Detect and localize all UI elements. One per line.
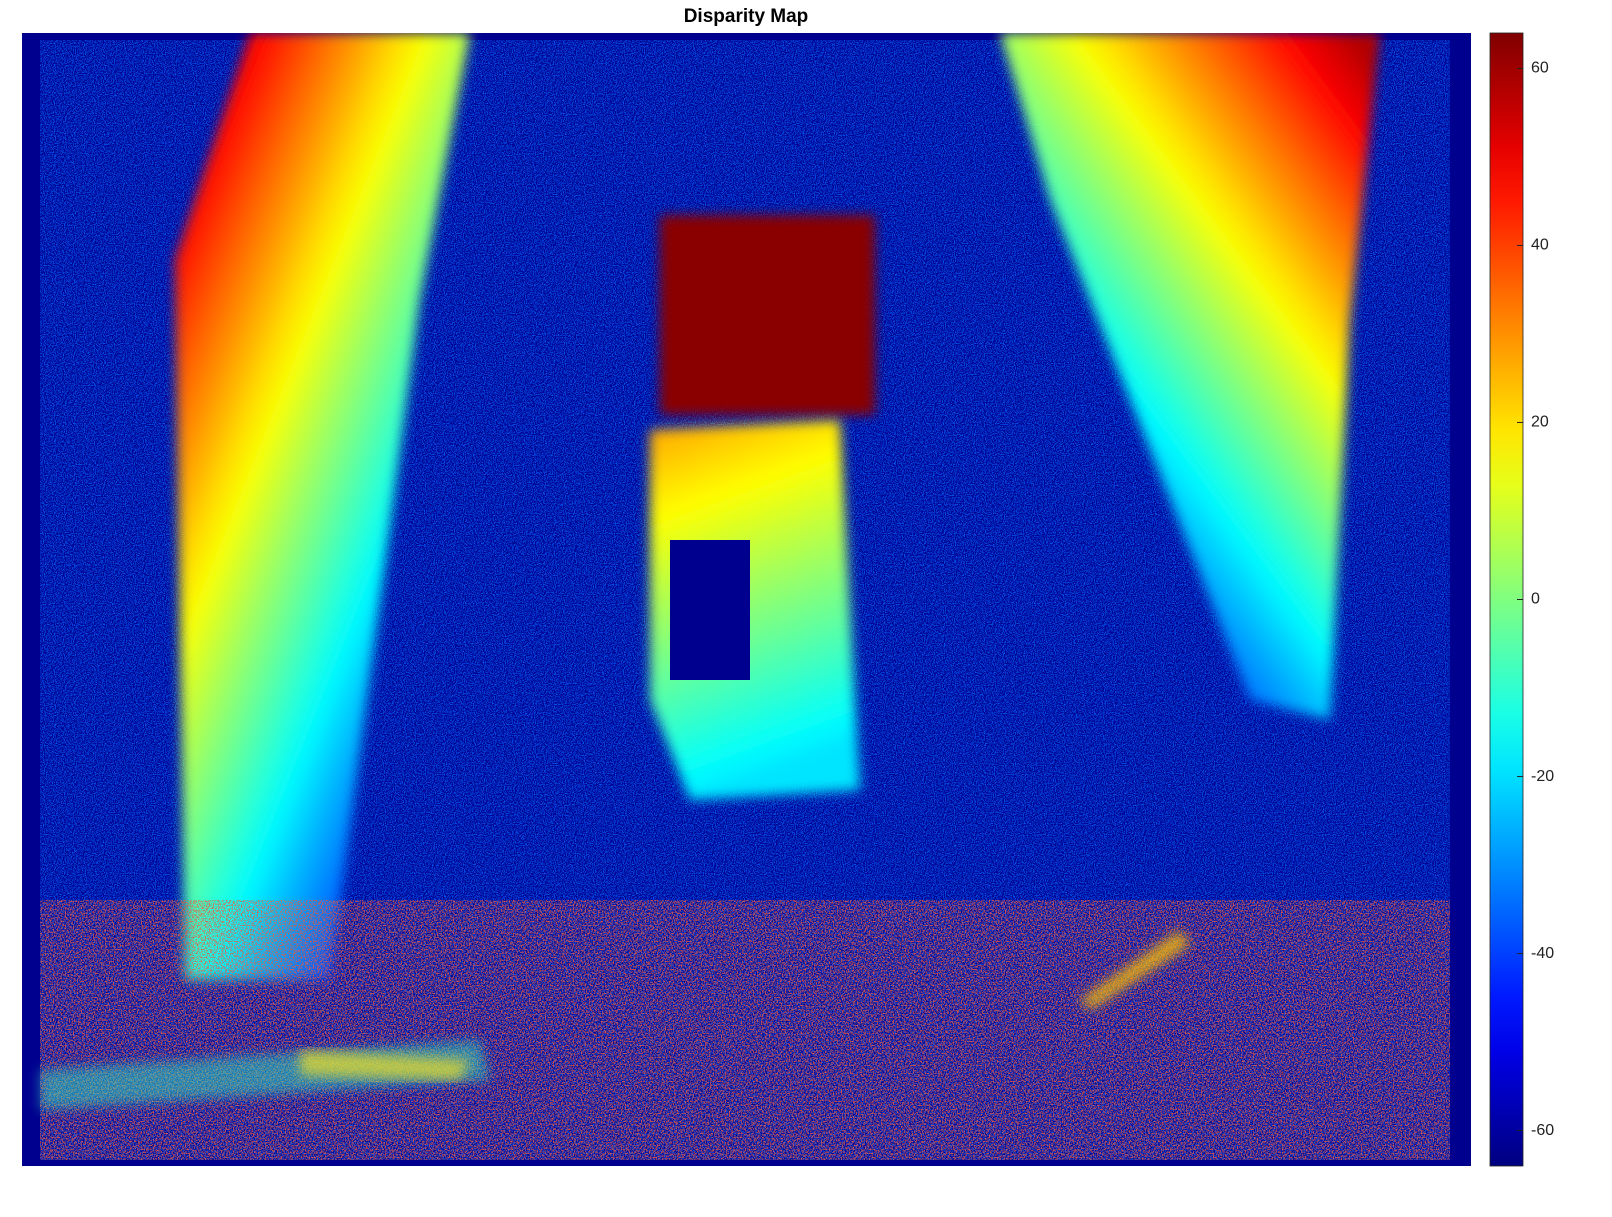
colorbar-tick-label: 0 [1531, 591, 1540, 608]
colorbar-tick-label: 60 [1531, 60, 1549, 77]
left-band [175, 33, 470, 980]
door-window [670, 540, 750, 680]
colorbar-tick-label: -40 [1531, 945, 1554, 962]
floor-streak [300, 1050, 470, 1080]
door-top [660, 215, 875, 415]
colorbar-tick-label: -20 [1531, 768, 1554, 785]
disparity-image [22, 33, 1471, 1166]
floor-texture [40, 900, 1450, 1160]
floor-streak [1080, 930, 1190, 1010]
colorbar-tick-label: 20 [1531, 414, 1549, 431]
right-band [1000, 33, 1380, 720]
colorbar-tick-label: -60 [1531, 1122, 1554, 1139]
colorbar-tick-label: 40 [1531, 237, 1549, 254]
colorbar: -60 -40 -20 0 20 40 60 [1489, 32, 1554, 1167]
chart-title: Disparity Map [684, 6, 809, 27]
door-lower [650, 420, 860, 800]
